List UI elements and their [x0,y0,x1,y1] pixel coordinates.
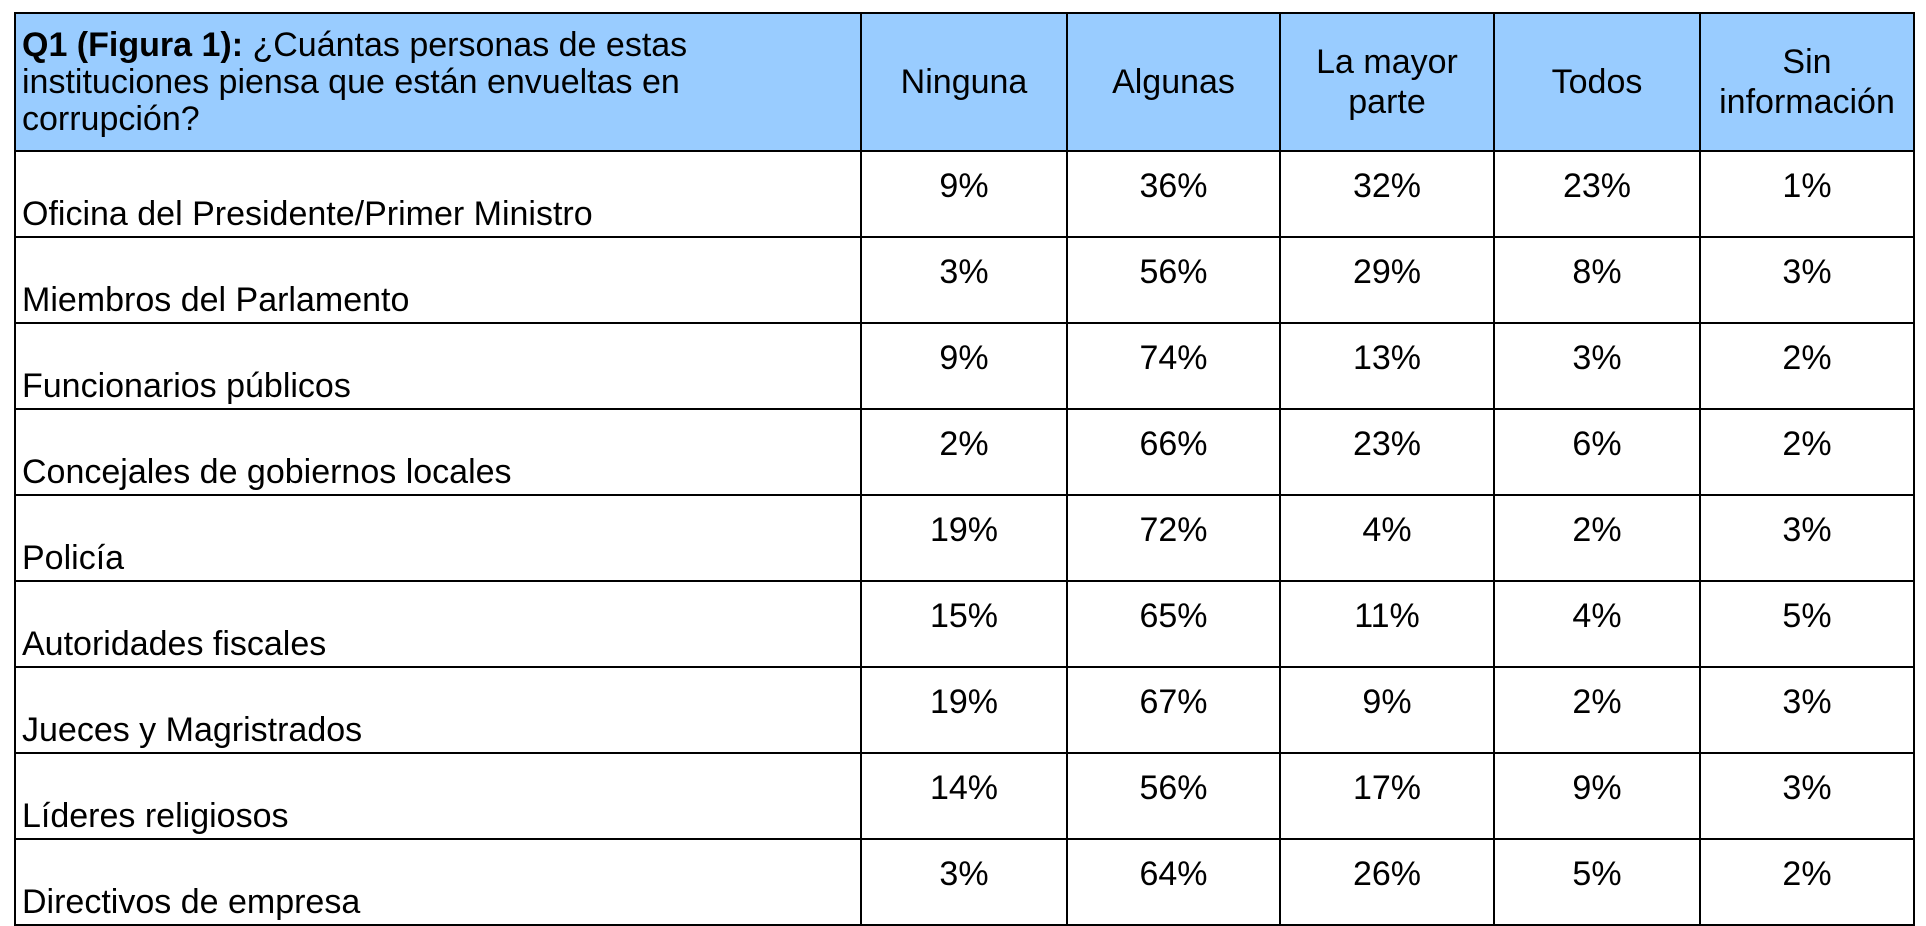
question-text: ¿Cuántas personas de estas instituciones… [22,25,688,138]
cell-ninguna: 19% [860,494,1068,582]
cell-todos: 5% [1493,838,1701,926]
table-row: Líderes religiosos 14% 56% 17% 9% 3% [14,752,1915,840]
cell-sin-informacion: 2% [1699,838,1915,926]
cell-todos: 4% [1493,580,1701,668]
cell-sin-informacion: 3% [1699,666,1915,754]
row-label: Líderes religiosos [14,752,862,840]
table-row: Jueces y Magristrados 19% 67% 9% 2% 3% [14,666,1915,754]
row-label: Autoridades fiscales [14,580,862,668]
table-header-row: Q1 (Figura 1): ¿Cuántas personas de esta… [14,12,1915,152]
cell-todos: 6% [1493,408,1701,496]
column-header-algunas: Algunas [1066,12,1281,152]
cell-sin-informacion: 3% [1699,752,1915,840]
table-row: Miembros del Parlamento 3% 56% 29% 8% 3% [14,236,1915,324]
cell-algunas: 56% [1066,752,1281,840]
table-row: Directivos de empresa 3% 64% 26% 5% 2% [14,838,1915,926]
cell-sin-informacion: 2% [1699,322,1915,410]
cell-la-mayor-parte: 23% [1279,408,1495,496]
cell-ninguna: 3% [860,236,1068,324]
table-body: Oficina del Presidente/Primer Ministro 9%… [14,150,1915,926]
table-row: Funcionarios públicos 9% 74% 13% 3% 2% [14,322,1915,410]
cell-ninguna: 3% [860,838,1068,926]
cell-algunas: 65% [1066,580,1281,668]
question-code: Q1 (Figura 1): [22,25,244,64]
cell-la-mayor-parte: 26% [1279,838,1495,926]
cell-sin-informacion: 2% [1699,408,1915,496]
cell-todos: 3% [1493,322,1701,410]
cell-todos: 9% [1493,752,1701,840]
cell-sin-informacion: 1% [1699,150,1915,238]
cell-ninguna: 19% [860,666,1068,754]
row-label: Miembros del Parlamento [14,236,862,324]
cell-la-mayor-parte: 32% [1279,150,1495,238]
cell-sin-informacion: 3% [1699,236,1915,324]
table-row: Autoridades fiscales 15% 65% 11% 4% 5% [14,580,1915,668]
cell-algunas: 74% [1066,322,1281,410]
table-row: Oficina del Presidente/Primer Ministro 9%… [14,150,1915,238]
cell-ninguna: 15% [860,580,1068,668]
cell-todos: 2% [1493,666,1701,754]
row-label: Funcionarios públicos [14,322,862,410]
cell-la-mayor-parte: 9% [1279,666,1495,754]
table-row: Concejales de gobiernos locales 2% 66% 23% 6… [14,408,1915,496]
cell-la-mayor-parte: 11% [1279,580,1495,668]
row-label: Policía [14,494,862,582]
cell-todos: 2% [1493,494,1701,582]
cell-la-mayor-parte: 4% [1279,494,1495,582]
column-header-sin-informacion: Sin información [1699,12,1915,152]
cell-sin-informacion: 5% [1699,580,1915,668]
cell-algunas: 36% [1066,150,1281,238]
row-label: Jueces y Magristrados [14,666,862,754]
survey-table: Q1 (Figura 1): ¿Cuántas personas de esta… [14,12,1915,926]
cell-algunas: 67% [1066,666,1281,754]
question-header: Q1 (Figura 1): ¿Cuántas personas de esta… [14,12,862,152]
cell-algunas: 64% [1066,838,1281,926]
column-header-ninguna: Ninguna [860,12,1068,152]
cell-la-mayor-parte: 29% [1279,236,1495,324]
column-header-la-mayor-parte: La mayor parte [1279,12,1495,152]
column-header-todos: Todos [1493,12,1701,152]
cell-algunas: 72% [1066,494,1281,582]
cell-la-mayor-parte: 13% [1279,322,1495,410]
cell-algunas: 66% [1066,408,1281,496]
cell-todos: 8% [1493,236,1701,324]
cell-ninguna: 2% [860,408,1068,496]
cell-todos: 23% [1493,150,1701,238]
row-label: Concejales de gobiernos locales [14,408,862,496]
cell-algunas: 56% [1066,236,1281,324]
cell-ninguna: 14% [860,752,1068,840]
cell-sin-informacion: 3% [1699,494,1915,582]
table-row: Policía 19% 72% 4% 2% 3% [14,494,1915,582]
cell-ninguna: 9% [860,150,1068,238]
cell-la-mayor-parte: 17% [1279,752,1495,840]
row-label: Oficina del Presidente/Primer Ministro [14,150,862,238]
cell-ninguna: 9% [860,322,1068,410]
row-label: Directivos de empresa [14,838,862,926]
